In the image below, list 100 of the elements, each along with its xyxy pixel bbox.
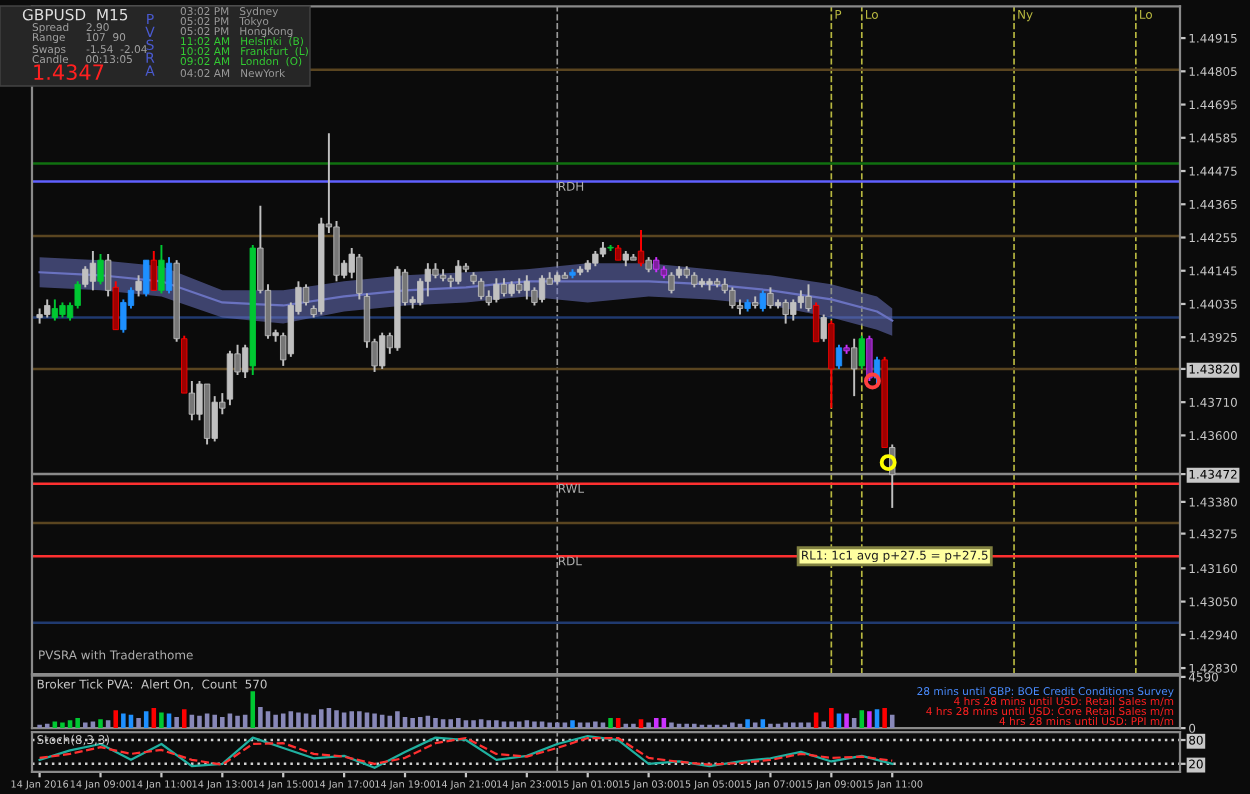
- bar: [889, 714, 895, 729]
- candlestick: [828, 319, 835, 410]
- bar: [319, 709, 324, 729]
- bar: [669, 722, 674, 729]
- candlestick: [150, 250, 157, 292]
- bar: [471, 720, 476, 729]
- bar: [341, 712, 347, 729]
- bar: [783, 722, 788, 729]
- bar: [121, 713, 126, 729]
- candlestick: [812, 301, 820, 343]
- bar: [456, 718, 461, 729]
- candlestick: [500, 277, 508, 298]
- bar: [83, 722, 88, 729]
- candlestick: [455, 259, 462, 286]
- bar: [790, 722, 796, 729]
- bar: [494, 720, 499, 729]
- candlestick: [866, 334, 873, 382]
- bar: [75, 718, 80, 729]
- bar: [844, 713, 849, 729]
- bar: [813, 712, 819, 729]
- bar: [60, 722, 65, 729]
- bar: [296, 712, 301, 729]
- candlestick: [379, 331, 386, 370]
- candlestick: [97, 253, 104, 286]
- bar: [585, 722, 591, 729]
- bar: [181, 709, 187, 729]
- bar: [730, 722, 735, 729]
- bar: [448, 719, 453, 729]
- candlestick: [104, 253, 112, 298]
- candlestick: [44, 298, 51, 319]
- bar: [273, 714, 278, 729]
- bar: [867, 711, 872, 729]
- bar: [745, 719, 750, 729]
- candlestick: [493, 277, 500, 304]
- candlestick: [135, 274, 142, 298]
- bar: [395, 711, 400, 729]
- bar: [516, 721, 522, 729]
- bar: [554, 722, 560, 729]
- candlestick: [523, 274, 530, 301]
- bar: [98, 719, 103, 729]
- bar: [174, 716, 179, 729]
- candlestick: [242, 343, 249, 379]
- bar: [631, 723, 636, 729]
- bar: [570, 720, 575, 729]
- candlestick: [835, 343, 843, 370]
- bar: [684, 723, 689, 729]
- candlestick: [790, 298, 797, 322]
- candlestick: [858, 334, 865, 370]
- candlestick: [637, 228, 645, 268]
- bar: [212, 714, 217, 729]
- candlestick: [538, 274, 546, 304]
- bar: [768, 723, 773, 729]
- bar: [692, 723, 697, 729]
- bar: [532, 721, 537, 729]
- candlestick: [89, 250, 97, 292]
- bar: [806, 722, 811, 729]
- bar: [882, 708, 887, 729]
- bar: [250, 691, 256, 729]
- candlestick: [851, 337, 858, 398]
- candlestick: [165, 256, 173, 295]
- bar: [280, 713, 286, 729]
- bar: [136, 718, 141, 729]
- candlestick: [477, 277, 485, 301]
- candlestick: [759, 289, 766, 313]
- bar: [646, 722, 651, 729]
- bar: [410, 718, 415, 729]
- candlestick: [805, 283, 812, 313]
- candlestick: [782, 298, 789, 325]
- candlestick: [767, 286, 774, 310]
- bar: [90, 721, 96, 729]
- candlestick: [302, 283, 310, 307]
- bar: [197, 715, 202, 729]
- candlestick: [158, 244, 165, 295]
- candlestick: [143, 259, 150, 298]
- bar: [417, 716, 423, 729]
- bar: [52, 721, 58, 729]
- candlestick: [112, 280, 119, 331]
- bar: [593, 721, 598, 729]
- bar: [653, 718, 659, 729]
- candlestick: [226, 349, 234, 407]
- candlestick: [188, 380, 196, 422]
- bar: [159, 712, 164, 729]
- bar: [311, 714, 316, 729]
- bar: [829, 708, 834, 729]
- bar: [235, 715, 240, 729]
- bar: [608, 718, 613, 729]
- candlestick: [51, 298, 58, 322]
- bar: [547, 722, 552, 729]
- bar: [433, 718, 438, 729]
- candlestick: [424, 262, 432, 298]
- annotation: 1.4347: [34, 64, 104, 81]
- candlestick: [820, 313, 827, 343]
- bar: [220, 716, 225, 729]
- bar: [364, 712, 370, 729]
- bar: [113, 710, 119, 729]
- bar: [334, 710, 339, 729]
- bar: [501, 721, 507, 729]
- bar: [44, 723, 50, 729]
- bar: [509, 721, 514, 729]
- candlestick: [729, 286, 736, 310]
